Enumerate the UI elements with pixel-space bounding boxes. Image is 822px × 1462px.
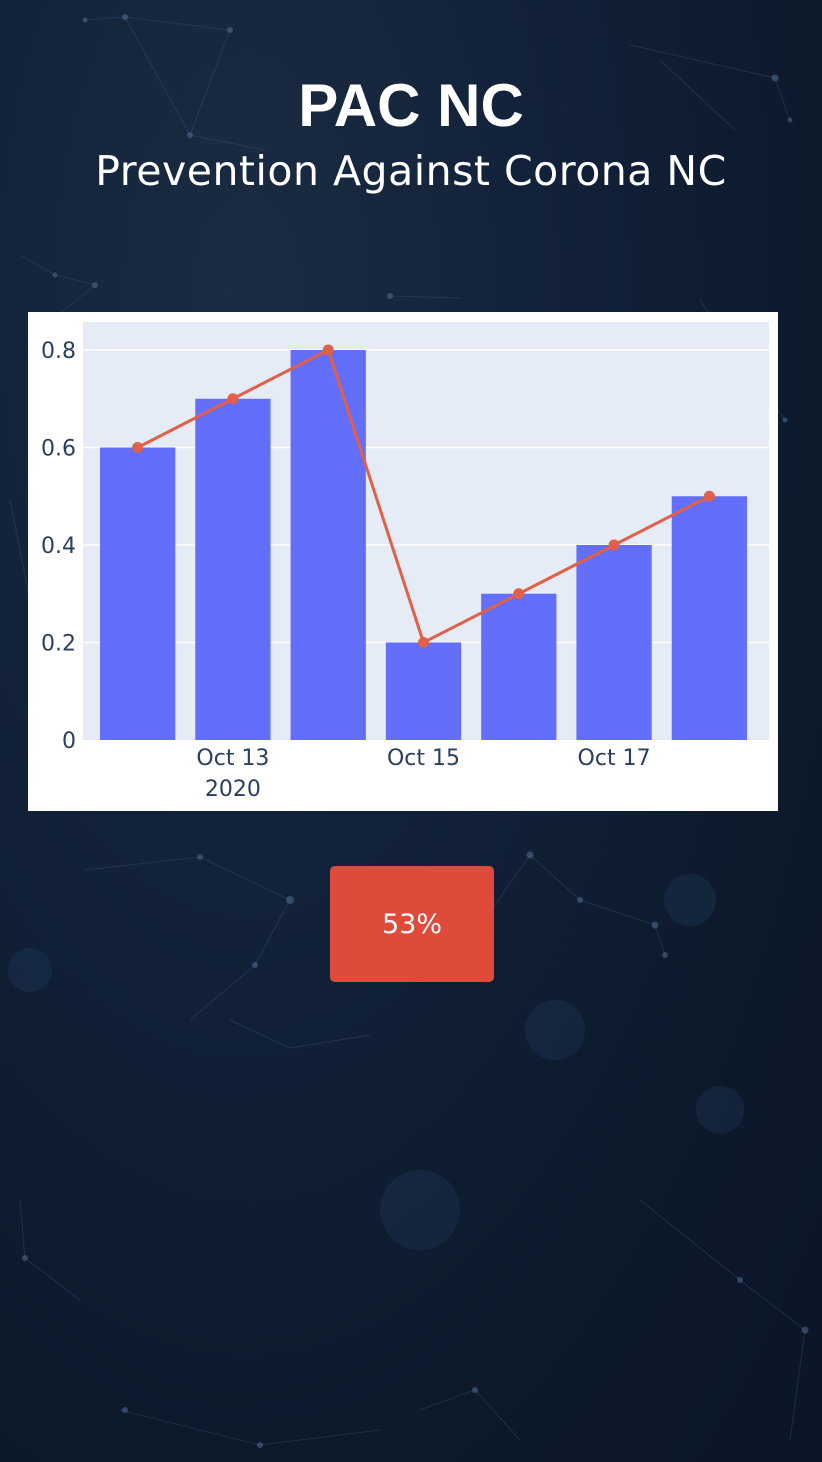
percentage-button[interactable]: 53% xyxy=(330,866,494,982)
x-axis-ticks: Oct 13 2020 Oct 15 Oct 17 xyxy=(196,746,650,802)
page-header: PAC NC Prevention Against Corona NC xyxy=(0,70,822,196)
x-tick-sublabel: 2020 xyxy=(205,777,261,802)
line-point xyxy=(703,490,715,502)
line-point xyxy=(132,442,144,453)
y-tick-label: 0.6 xyxy=(41,437,76,462)
bar-series xyxy=(100,350,747,740)
bar xyxy=(100,447,176,740)
page-title: PAC NC xyxy=(298,72,524,139)
bar xyxy=(385,642,462,740)
x-tick-label: Oct 13 xyxy=(196,746,269,771)
y-tick-label: 0.8 xyxy=(41,339,76,364)
page-subtitle: Prevention Against Corona NC xyxy=(95,147,727,195)
line-series xyxy=(132,344,715,648)
y-axis-ticks: 0 0.2 0.4 0.6 0.8 xyxy=(41,339,76,754)
line-point xyxy=(227,393,239,405)
bar xyxy=(671,496,747,740)
y-tick-label: 0.2 xyxy=(41,632,76,657)
x-tick-label: Oct 17 xyxy=(578,746,651,771)
line-point xyxy=(418,637,429,648)
line-point xyxy=(608,539,620,551)
line-point xyxy=(513,588,525,600)
x-tick-label: Oct 15 xyxy=(387,746,460,771)
y-tick-label: 0.4 xyxy=(41,534,76,559)
bar xyxy=(576,545,652,740)
line-point xyxy=(322,344,334,356)
bar xyxy=(290,350,366,740)
bar xyxy=(481,593,557,740)
bar-line-chart: 0 0.2 0.4 0.6 0.8 Oct 13 2020 Oct 15 Oct 17 xyxy=(41,322,769,802)
y-tick-label: 0 xyxy=(62,729,76,754)
chart-card: 0 0.2 0.4 0.6 0.8 Oct 13 2020 Oct 15 Oct 17 xyxy=(28,312,778,811)
bar xyxy=(195,398,271,740)
